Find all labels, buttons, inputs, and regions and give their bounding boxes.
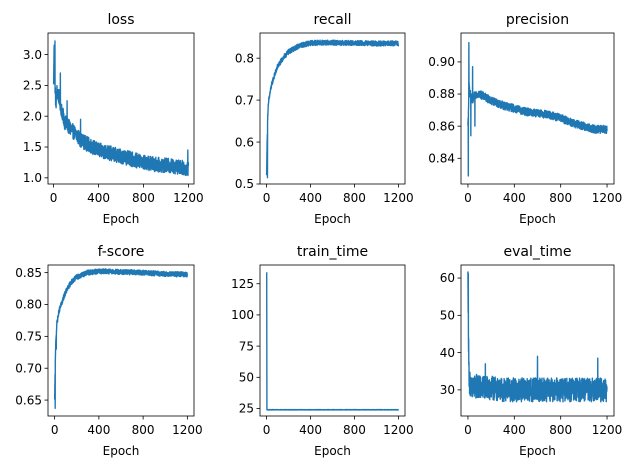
subplot-title: train_time [297, 244, 368, 260]
y-tick-label: 0.5 [235, 177, 254, 191]
x-axis-label: Epoch [519, 212, 556, 226]
plot-frame [259, 32, 406, 185]
y-tick-label: 2.5 [23, 79, 42, 93]
y-tick-label: 0.80 [15, 298, 42, 312]
x-tick-label: 0 [263, 191, 271, 205]
x-tick-label: 1200 [592, 423, 623, 437]
x-axis-label: Epoch [519, 444, 556, 458]
plot-frame [259, 264, 406, 417]
subplot-title: f-score [98, 244, 145, 260]
precision-subplot: 0 400 800 1200 0.84 0.86 0.88 0.90 precision Epoc… [428, 12, 622, 226]
y-tick-label: 0.86 [428, 119, 455, 133]
y-tick-label: 3.0 [23, 48, 42, 62]
series-line [53, 268, 189, 410]
plot-frame [460, 32, 615, 185]
x-axis-label: Epoch [314, 212, 351, 226]
x-tick-label: 400 [299, 423, 322, 437]
y-tick-label: 2.0 [23, 109, 42, 123]
y-tick-label: 0.65 [15, 393, 42, 407]
subplot-title: eval_time [504, 244, 572, 260]
x-tick-label: 400 [87, 191, 110, 205]
y-tick-label: 0.84 [428, 151, 455, 165]
y-tick-label: 0.75 [15, 330, 42, 344]
x-axis-label: Epoch [103, 212, 140, 226]
y-tick-label: 0.90 [428, 55, 455, 69]
subplot-title: recall [313, 12, 351, 28]
x-tick-label: 800 [549, 191, 572, 205]
x-tick-label: 0 [50, 191, 58, 205]
series-line [52, 40, 190, 177]
eval-time-subplot: 0 400 800 1200 30 40 50 60 eval_time Epoch [440, 244, 623, 458]
y-tick-label: 0.6 [235, 135, 254, 149]
y-tick-label: 30 [440, 383, 455, 397]
y-tick-label: 40 [440, 346, 455, 360]
series-line [266, 271, 400, 411]
plot-frame [47, 32, 195, 185]
x-tick-label: 800 [343, 423, 366, 437]
y-tick-label: 0.85 [15, 266, 42, 280]
y-tick-label: 125 [231, 277, 254, 291]
x-tick-label: 1200 [173, 191, 204, 205]
x-tick-label: 1200 [592, 191, 623, 205]
recall-subplot: 0 400 800 1200 0.5 0.6 0.7 0.8 recall Epoch [235, 12, 414, 226]
y-tick-label: 75 [239, 339, 254, 353]
x-tick-label: 0 [51, 423, 59, 437]
x-tick-label: 800 [132, 423, 155, 437]
x-tick-label: 400 [503, 191, 526, 205]
y-tick-label: 50 [440, 309, 455, 323]
y-tick-label: 1.5 [23, 140, 42, 154]
loss-subplot: 0 400 800 1200 1.0 1.5 2.0 2.5 3.0 loss Epoch [23, 12, 204, 226]
x-tick-label: 0 [464, 191, 472, 205]
x-tick-label: 800 [549, 423, 572, 437]
y-tick-label: 0.70 [15, 361, 42, 375]
f-score-subplot: 0 400 800 1200 0.65 0.70 0.75 0.80 0.85 f-score Ep… [15, 244, 202, 458]
train-time-subplot: 0 400 800 1200 25 50 75 100 125 train_time Epoch [231, 244, 414, 458]
y-tick-label: 50 [239, 371, 254, 385]
x-axis-label: Epoch [103, 444, 140, 458]
x-tick-label: 800 [343, 191, 366, 205]
x-tick-label: 400 [299, 191, 322, 205]
x-tick-label: 400 [503, 423, 526, 437]
y-tick-label: 60 [440, 271, 455, 285]
x-tick-label: 400 [87, 423, 110, 437]
series-line [467, 271, 608, 403]
x-tick-label: 0 [464, 423, 472, 437]
subplot-title: loss [107, 12, 134, 28]
y-tick-label: 0.88 [428, 87, 455, 101]
x-tick-label: 800 [132, 191, 155, 205]
y-tick-label: 1.0 [23, 171, 42, 185]
y-tick-label: 25 [239, 402, 254, 416]
series-line [265, 39, 400, 179]
y-tick-label: 100 [231, 308, 254, 322]
x-tick-label: 1200 [172, 423, 203, 437]
y-tick-label: 0.7 [235, 93, 254, 107]
x-tick-label: 0 [263, 423, 271, 437]
subplot-title: precision [506, 12, 569, 28]
series-line [467, 41, 608, 177]
x-tick-label: 1200 [383, 191, 414, 205]
plot-frame [47, 264, 195, 417]
y-tick-label: 0.8 [235, 51, 254, 65]
plot-frame [460, 264, 615, 417]
x-axis-label: Epoch [314, 444, 351, 458]
x-tick-label: 1200 [383, 423, 414, 437]
